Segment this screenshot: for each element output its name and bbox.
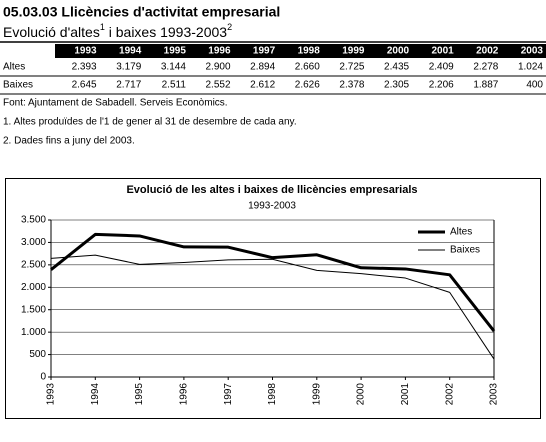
y-tick-label: 1.500 [21,304,46,315]
x-tick-label: 1993 [46,383,57,406]
y-tick-label: 1.000 [21,327,46,338]
table-cell: 1.024 [518,62,543,73]
chart-subtitle: 1993-2003 [248,201,296,212]
column-header: 1993 [74,46,97,57]
note: 1. Altes produïdes de l'1 de gener al 31… [3,117,297,128]
table-cell: 2.894 [250,62,275,73]
y-tick-label: 2.500 [21,259,46,270]
table-cell: 2.552 [206,80,231,91]
note: 2. Dades fins a juny del 2003. [3,136,135,147]
series-line [50,254,495,360]
column-header: 1997 [253,46,276,57]
x-tick-label: 2000 [356,383,367,406]
series-line [50,232,496,332]
column-header: 1995 [164,46,187,57]
table-cell: 3.144 [161,62,186,73]
table-cell: 2.645 [72,80,97,91]
table-cell: 3.179 [116,62,141,73]
column-header: 1998 [298,46,321,57]
y-tick-label: 2.000 [21,282,46,293]
x-tick-label: 2001 [400,383,411,406]
legend-label: Baixes [450,245,480,256]
footnote-ref: 1 [100,22,105,32]
x-tick-label: 1998 [267,383,278,406]
column-header: 2001 [431,46,454,57]
x-tick-label: 1996 [179,383,190,406]
column-header: 1994 [119,46,142,57]
table-cell: 2.378 [339,80,364,91]
column-header: 1996 [208,46,231,57]
page-subtitle: Evolució d'altes1 i baixes 1993-20032 [3,22,232,39]
x-tick-label: 1997 [223,383,234,406]
x-tick-label: 1995 [134,383,145,406]
table-cell: 2.393 [72,62,97,73]
row-label: Altes [3,62,25,73]
table-cell: 2.612 [250,80,275,91]
y-tick-label: 3.000 [21,237,46,248]
table-cell: 2.435 [384,62,409,73]
subtitle-text: i baixes 1993-2003 [105,24,227,40]
table-cell: 2.409 [429,62,454,73]
legend-label: Altes [450,227,472,238]
table-cell: 2.305 [384,80,409,91]
table-cell: 2.278 [473,62,498,73]
y-tick-label: 3.500 [21,215,46,226]
table-cell: 400 [526,80,543,91]
row-label: Baixes [3,80,33,91]
chart-title: Evolució de les altes i baixes de llicèn… [126,184,417,196]
page-title: 05.03.03 Llicències d'activitat empresar… [3,4,280,20]
x-tick-label: 2002 [444,383,455,406]
column-header: 1999 [342,46,365,57]
table-header-bg [55,44,546,58]
table-cell: 2.511 [162,80,187,91]
x-tick-label: 1994 [90,383,101,406]
subtitle-text: Evolució d'altes [3,24,100,40]
table-cell: 2.717 [116,80,141,91]
table-cell: 2.660 [295,62,320,73]
table-cell: 2.626 [295,80,320,91]
table-cell: 2.900 [206,62,231,73]
x-tick-label: 1999 [311,383,322,406]
footnote-ref: 2 [227,22,232,32]
y-tick-label: 0 [40,372,46,383]
note: Font: Ajuntament de Sabadell. Serveis Ec… [3,98,228,109]
table-cell: 2.206 [429,80,454,91]
x-tick-label: 2003 [489,383,500,406]
column-header: 2003 [521,46,544,57]
table-cell: 1.887 [473,80,498,91]
column-header: 2000 [387,46,410,57]
table-cell: 2.725 [339,62,364,73]
chart-frame [5,178,541,419]
column-header: 2002 [476,46,499,57]
y-tick-label: 500 [29,349,46,360]
